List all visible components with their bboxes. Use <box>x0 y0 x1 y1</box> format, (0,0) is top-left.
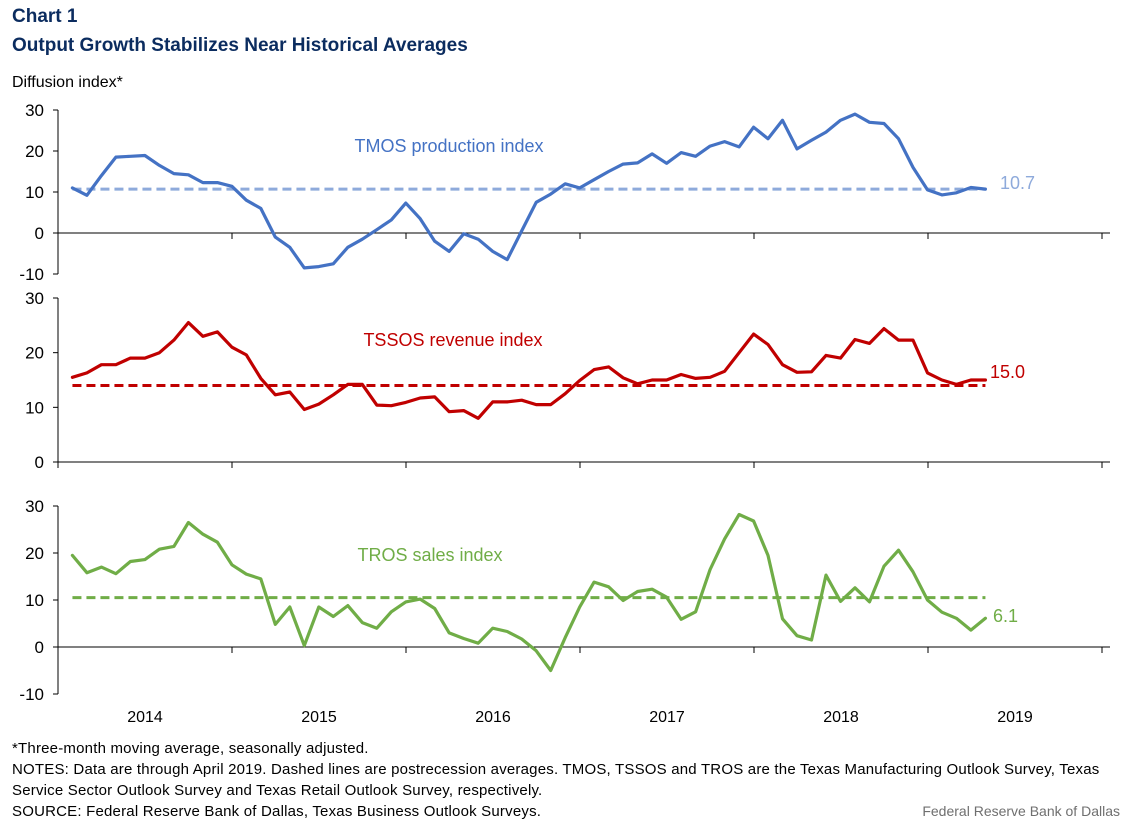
tros-y-tick-label: 0 <box>35 638 44 657</box>
tssos-y-tick-label: 20 <box>25 344 44 363</box>
footnote: *Three-month moving average, seasonally … <box>12 740 369 757</box>
chart-number: Chart 1 <box>12 6 78 27</box>
source: SOURCE: Federal Reserve Bank of Dallas, … <box>12 803 542 820</box>
tros-y-tick-label: 20 <box>25 544 44 563</box>
chart-title: Output Growth Stabilizes Near Historical… <box>12 35 468 56</box>
chart-area: -10 0 10 20 30 TMOS production index 10.7 0 10 20… <box>19 101 1110 726</box>
credit: Federal Reserve Bank of Dallas <box>922 803 1120 819</box>
tssos-y-tick-label: 30 <box>25 289 44 308</box>
tssos-series-label: TSSOS revenue index <box>363 330 542 350</box>
x-year-label: 2017 <box>649 709 685 726</box>
tros-series-label: TROS sales index <box>357 545 502 565</box>
tmos-y-tick-label: 30 <box>25 101 44 120</box>
tmos-y-tick-label: 10 <box>25 183 44 202</box>
tssos-y-tick-label: 0 <box>35 453 44 472</box>
tmos-y-tick-label: 20 <box>25 142 44 161</box>
tros-value-label: 6.1 <box>993 606 1018 626</box>
x-year-label: 2018 <box>823 709 859 726</box>
tmos-value-label: 10.7 <box>1000 173 1035 193</box>
tssos-y-tick-label: 10 <box>25 398 44 417</box>
tmos-y-tick-label: -10 <box>19 265 44 284</box>
tmos-y-tick-label: 0 <box>35 224 44 243</box>
y-axis-label: Diffusion index* <box>12 74 123 91</box>
tros-series-line <box>70 512 988 673</box>
x-year-label: 2014 <box>127 709 163 726</box>
x-year-label: 2016 <box>475 709 511 726</box>
x-year-label: 2015 <box>301 709 337 726</box>
x-year-label: 2019 <box>997 709 1033 726</box>
tssos-series-line <box>70 321 988 420</box>
tros-y-tick-label: 10 <box>25 591 44 610</box>
notes: NOTES: Data are through April 2019. Dash… <box>12 761 1100 799</box>
tros-y-tick-label: 30 <box>25 497 44 516</box>
tssos-value-label: 15.0 <box>990 362 1025 382</box>
tros-y-tick-label: -10 <box>19 685 44 704</box>
tmos-series-line <box>70 112 988 270</box>
tmos-series-label: TMOS production index <box>354 136 543 156</box>
